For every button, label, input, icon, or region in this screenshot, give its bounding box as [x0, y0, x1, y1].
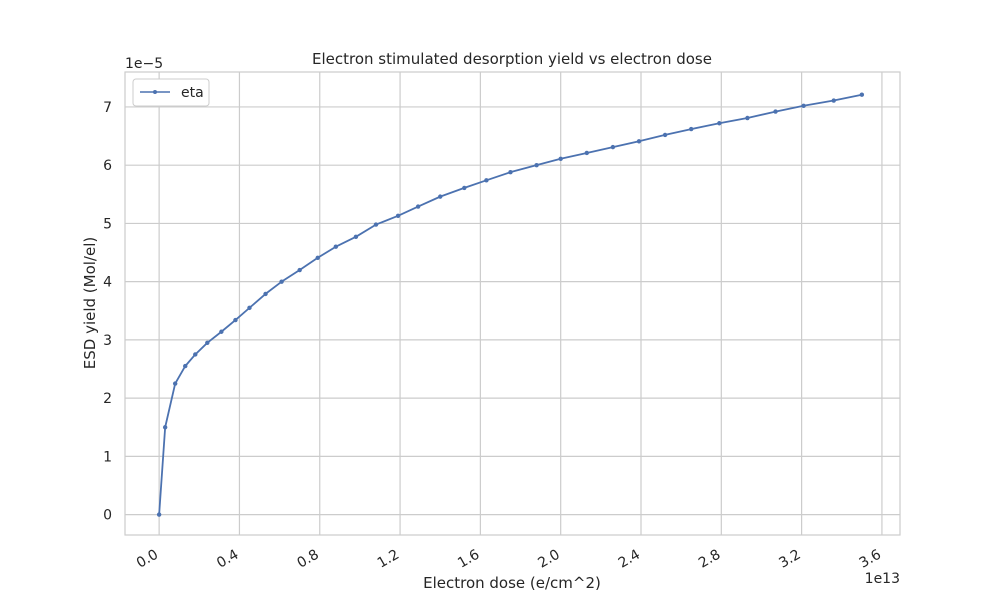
data-point — [333, 244, 339, 249]
plot-area — [125, 72, 900, 535]
y-axis-label: ESD yield (Mol/el) — [81, 237, 99, 370]
y-tick-label: 6 — [103, 158, 112, 174]
legend: eta — [132, 78, 210, 107]
chart-title: Electron stimulated desorption yield vs … — [312, 50, 712, 68]
y-tick-label: 0 — [103, 508, 112, 524]
y-tick-labels: 0 1 2 3 4 5 6 7 — [103, 100, 112, 524]
data-point — [584, 150, 589, 156]
y-tick-label: 1 — [103, 449, 112, 465]
data-point — [205, 340, 210, 346]
data-point — [558, 156, 563, 161]
data-point — [219, 329, 224, 334]
data-point — [183, 363, 188, 369]
data-point — [717, 121, 722, 126]
legend-marker-eta — [153, 90, 157, 94]
data-point — [297, 267, 302, 273]
data-point — [353, 234, 359, 240]
data-point — [193, 352, 198, 357]
data-point — [247, 305, 252, 311]
x-offset-text: 1e13 — [865, 571, 900, 587]
y-tick-label: 5 — [103, 216, 112, 232]
data-point — [534, 162, 539, 168]
y-offset-text: 1e−5 — [125, 56, 163, 72]
data-point — [315, 255, 320, 260]
data-point — [636, 139, 642, 144]
data-point — [745, 115, 750, 121]
y-tick-label: 4 — [103, 275, 112, 291]
data-point — [373, 222, 379, 227]
data-point — [688, 126, 694, 132]
data-point — [484, 178, 489, 183]
y-tick-label: 3 — [103, 333, 112, 349]
legend-box — [132, 78, 210, 107]
data-point — [415, 204, 421, 209]
data-point — [662, 132, 668, 138]
data-point — [263, 291, 268, 297]
y-tick-label: 2 — [103, 391, 112, 407]
data-point — [801, 103, 806, 108]
data-point — [508, 169, 513, 175]
x-axis-label: Electron dose (e/cm^2) — [423, 574, 601, 592]
data-point — [462, 185, 467, 191]
data-point — [172, 381, 178, 386]
data-point — [156, 512, 162, 517]
data-point — [162, 425, 168, 430]
data-point — [831, 98, 836, 103]
data-point — [233, 317, 238, 323]
grid-lines — [125, 72, 900, 535]
data-point — [438, 194, 443, 199]
series-layer — [156, 92, 865, 517]
y-tick-label: 7 — [103, 100, 112, 116]
data-point — [279, 279, 284, 284]
data-point — [859, 92, 865, 97]
data-point — [773, 109, 778, 114]
plot-frame — [124, 71, 901, 536]
data-point — [610, 144, 616, 150]
legend-label-eta: eta — [181, 85, 204, 101]
data-point — [395, 213, 401, 219]
